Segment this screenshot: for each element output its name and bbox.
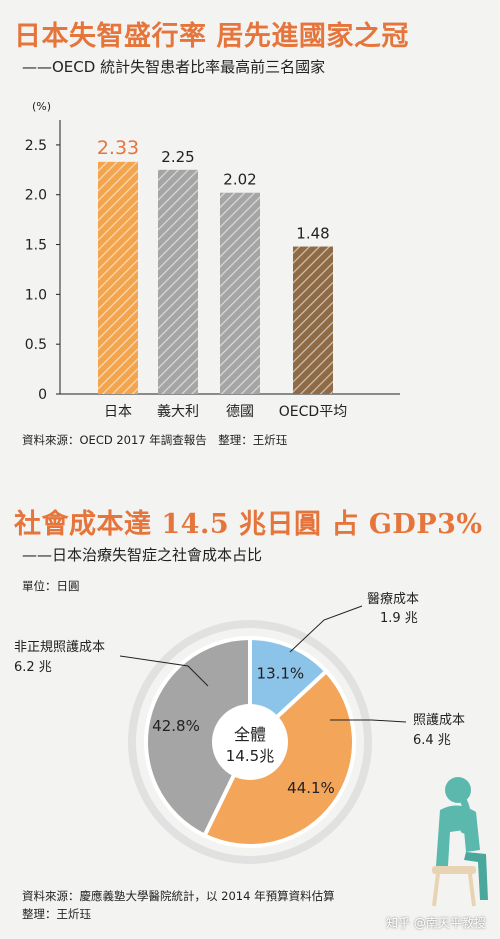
legend-informal-name: 非正規照護成本 bbox=[14, 640, 106, 655]
y-tick-label: 1.5 bbox=[25, 238, 47, 254]
y-tick-label: 0 bbox=[38, 387, 47, 403]
x-category-label: OECD平均 bbox=[279, 404, 347, 420]
bar-value-label: 2.02 bbox=[223, 171, 256, 189]
thinking-person-illustration bbox=[432, 777, 488, 907]
callout-line-informal bbox=[119, 655, 209, 687]
x-category-label: 日本 bbox=[104, 404, 132, 420]
x-category-label: 德國 bbox=[226, 404, 254, 420]
watermark: 知乎 @南天平教授 bbox=[386, 916, 486, 930]
legend-informal-amount: 6.2 兆 bbox=[14, 660, 52, 675]
bar-chart-source: 資料來源：OECD 2017 年調查報告 整理：王炘珏 bbox=[22, 433, 288, 447]
pie-chart-subtitle: ——日本治療失智症之社會成本占比 bbox=[22, 546, 263, 564]
pie-center-label: 全體 bbox=[234, 725, 266, 744]
legend-medical-amount: 1.9 兆 bbox=[380, 611, 418, 626]
bar-hatch bbox=[98, 161, 138, 394]
callout-line-care bbox=[330, 719, 407, 723]
y-tick-label: 2.0 bbox=[25, 188, 47, 204]
pie-center-value: 14.5兆 bbox=[226, 747, 274, 765]
bar-value-label: 2.25 bbox=[161, 148, 194, 166]
bar-value-label: 2.33 bbox=[97, 137, 139, 159]
pie-percent-label: 13.1% bbox=[257, 664, 305, 682]
pie-chart-source: 資料來源：慶應義塾大學醫院統計，以 2014 年預算資料估算 bbox=[22, 889, 335, 903]
y-axis-unit: (%) bbox=[32, 100, 51, 113]
legend-care-name: 照護成本 bbox=[413, 713, 466, 728]
bar-hatch bbox=[293, 246, 333, 394]
y-tick-label: 1.0 bbox=[25, 287, 47, 303]
bar-hatch bbox=[220, 192, 260, 394]
legend-medical-name: 醫療成本 bbox=[367, 592, 420, 607]
pie-percent-label: 42.8% bbox=[152, 717, 200, 735]
x-category-label: 義大利 bbox=[157, 403, 199, 420]
pie-chart: 13.1% 44.1% 42.8% 全體 14.5兆 bbox=[119, 605, 407, 864]
callout-line-medical bbox=[289, 605, 363, 653]
bar-chart-subtitle: ——OECD 統計失智患者比率最高前三名國家 bbox=[22, 58, 326, 76]
y-tick-label: 2.5 bbox=[25, 138, 47, 154]
legend-care-amount: 6.4 兆 bbox=[413, 733, 451, 748]
pie-percent-label: 44.1% bbox=[287, 779, 335, 797]
bar-chart: (%) 0 0.5 1.0 1.5 2.0 2.5 2.33 日本 2.25 義大利 2.02 德國 1.… bbox=[25, 100, 400, 420]
pie-slice bbox=[144, 635, 252, 839]
pie-chart-unit: 單位：日圓 bbox=[22, 579, 80, 593]
y-tick-label: 0.5 bbox=[25, 337, 47, 353]
bar-hatch bbox=[158, 169, 198, 394]
bar-chart-title: 日本失智盛行率 居先進國家之冠 bbox=[14, 21, 409, 52]
bar-value-label: 1.48 bbox=[296, 225, 329, 243]
pie-outer-ring bbox=[128, 620, 372, 864]
pie-center-hole bbox=[212, 704, 288, 780]
pie-chart-title: 社會成本達 14.5 兆日圓 占 GDP3% bbox=[14, 509, 483, 540]
pie-chart-editor: 整理：王炘珏 bbox=[22, 907, 91, 921]
